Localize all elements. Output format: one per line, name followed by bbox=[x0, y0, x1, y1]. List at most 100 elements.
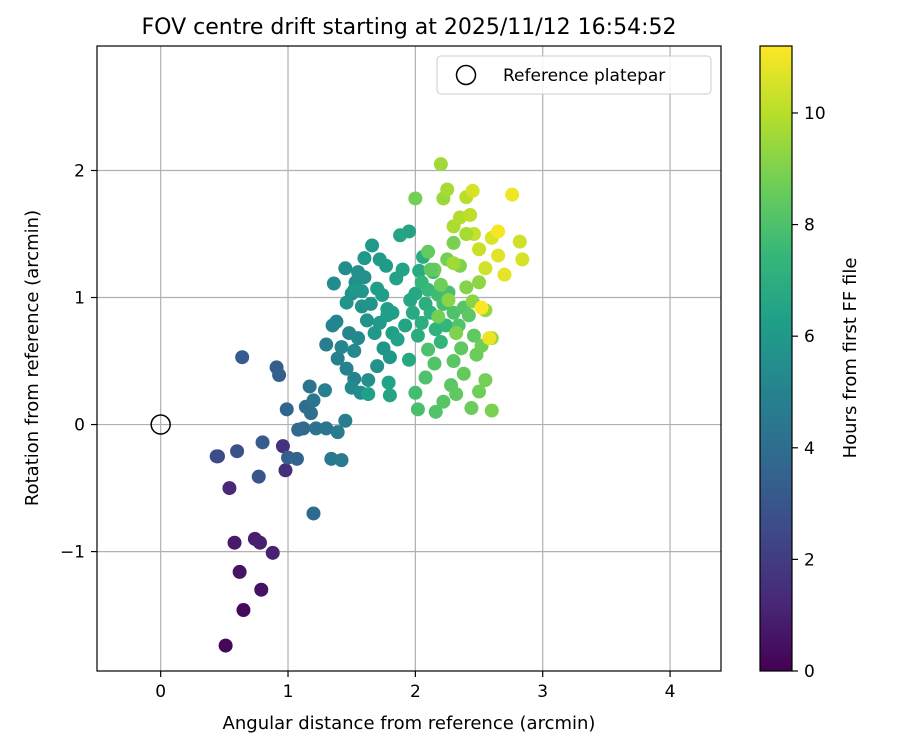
data-point bbox=[253, 535, 268, 550]
data-point bbox=[324, 451, 339, 466]
data-point bbox=[303, 406, 318, 421]
data-point bbox=[354, 284, 369, 299]
data-point bbox=[428, 404, 443, 419]
data-point bbox=[254, 582, 269, 597]
data-point bbox=[427, 356, 442, 371]
data-point bbox=[272, 368, 287, 383]
x-tick-label: 0 bbox=[155, 682, 166, 702]
colorbar-tick-label: 8 bbox=[804, 216, 815, 236]
x-axis-label: Angular distance from reference (arcmin) bbox=[223, 713, 596, 734]
data-point bbox=[433, 157, 448, 172]
data-point bbox=[302, 379, 317, 394]
data-point bbox=[421, 342, 436, 357]
legend-label-reference-platepar: Reference platepar bbox=[503, 66, 665, 86]
data-point bbox=[421, 244, 436, 259]
data-point bbox=[329, 314, 344, 329]
colorbar-tick-label: 6 bbox=[804, 327, 815, 347]
colorbar-tick-label: 0 bbox=[804, 662, 815, 682]
data-point bbox=[381, 375, 396, 390]
data-point bbox=[431, 309, 446, 324]
legend-open-circle-marker bbox=[455, 64, 477, 86]
data-point bbox=[410, 402, 425, 417]
data-point bbox=[382, 350, 397, 365]
data-point bbox=[461, 308, 476, 323]
colorbar-tick-label: 2 bbox=[804, 550, 815, 570]
data-point bbox=[296, 421, 311, 436]
data-point bbox=[363, 296, 378, 311]
data-point bbox=[515, 252, 530, 267]
data-point bbox=[410, 328, 425, 343]
data-point bbox=[505, 187, 520, 202]
data-point bbox=[278, 463, 293, 478]
data-point bbox=[365, 238, 380, 253]
data-point bbox=[440, 182, 455, 197]
data-point bbox=[357, 251, 372, 266]
data-point bbox=[306, 393, 321, 408]
x-tick-label: 1 bbox=[283, 682, 294, 702]
y-axis-ticks: −1 0 1 2 bbox=[60, 161, 97, 563]
colorbar-ticks: 0 2 4 6 8 10 bbox=[792, 104, 826, 682]
data-point bbox=[227, 535, 242, 550]
data-point bbox=[433, 277, 448, 292]
data-point bbox=[395, 262, 410, 277]
data-point bbox=[446, 354, 461, 369]
data-point bbox=[339, 361, 354, 376]
x-tick-label: 3 bbox=[537, 682, 548, 702]
data-point bbox=[347, 343, 362, 358]
data-point bbox=[330, 425, 345, 440]
data-point bbox=[484, 403, 499, 418]
data-point bbox=[289, 451, 304, 466]
data-point bbox=[478, 261, 493, 276]
data-point bbox=[251, 469, 266, 484]
data-point bbox=[317, 383, 332, 398]
data-point bbox=[423, 262, 438, 277]
data-point bbox=[359, 313, 374, 328]
x-axis-ticks: 0 1 2 3 4 bbox=[155, 671, 675, 702]
data-point bbox=[472, 384, 487, 399]
data-point bbox=[279, 402, 294, 417]
data-point bbox=[380, 308, 395, 323]
y-tick-label: 1 bbox=[74, 289, 85, 309]
data-point bbox=[402, 224, 416, 239]
colorbar-gradient bbox=[760, 46, 792, 671]
data-point bbox=[478, 373, 493, 388]
data-point bbox=[379, 258, 394, 273]
data-point bbox=[472, 275, 487, 290]
data-point bbox=[398, 318, 413, 333]
plot-frame bbox=[96, 45, 722, 672]
data-point bbox=[370, 359, 385, 374]
data-point bbox=[357, 270, 372, 285]
data-point bbox=[402, 352, 416, 367]
chart-title: FOV centre drift starting at 2025/11/12 … bbox=[142, 15, 677, 40]
data-point bbox=[446, 256, 461, 271]
data-point bbox=[330, 351, 345, 366]
data-point bbox=[338, 261, 353, 276]
data-point bbox=[459, 227, 474, 242]
data-point bbox=[418, 370, 433, 385]
data-point bbox=[382, 388, 397, 403]
colorbar: 0 2 4 6 8 10 Hours from first FF file bbox=[759, 45, 861, 682]
data-point bbox=[235, 350, 250, 365]
data-point bbox=[414, 315, 429, 330]
data-point bbox=[209, 449, 224, 464]
data-point bbox=[405, 305, 420, 320]
plot-area: 0 1 2 3 4 −1 0 1 2 bbox=[60, 45, 722, 702]
data-point bbox=[433, 334, 448, 349]
legend-box bbox=[436, 55, 712, 95]
data-point bbox=[512, 234, 527, 249]
data-point bbox=[497, 267, 512, 282]
colorbar-tick-label: 10 bbox=[804, 104, 826, 124]
y-axis-label: Rotation from reference (arcmin) bbox=[22, 210, 43, 506]
data-point bbox=[449, 326, 464, 341]
legend: Reference platepar bbox=[436, 55, 712, 95]
y-tick-label: −1 bbox=[60, 543, 85, 563]
data-point bbox=[465, 183, 480, 198]
data-point bbox=[334, 340, 349, 355]
colorbar-frame bbox=[759, 45, 793, 672]
data-point bbox=[449, 387, 464, 402]
data-point bbox=[464, 401, 479, 416]
data-point bbox=[306, 506, 321, 521]
data-point bbox=[390, 332, 405, 347]
data-point bbox=[338, 413, 353, 428]
